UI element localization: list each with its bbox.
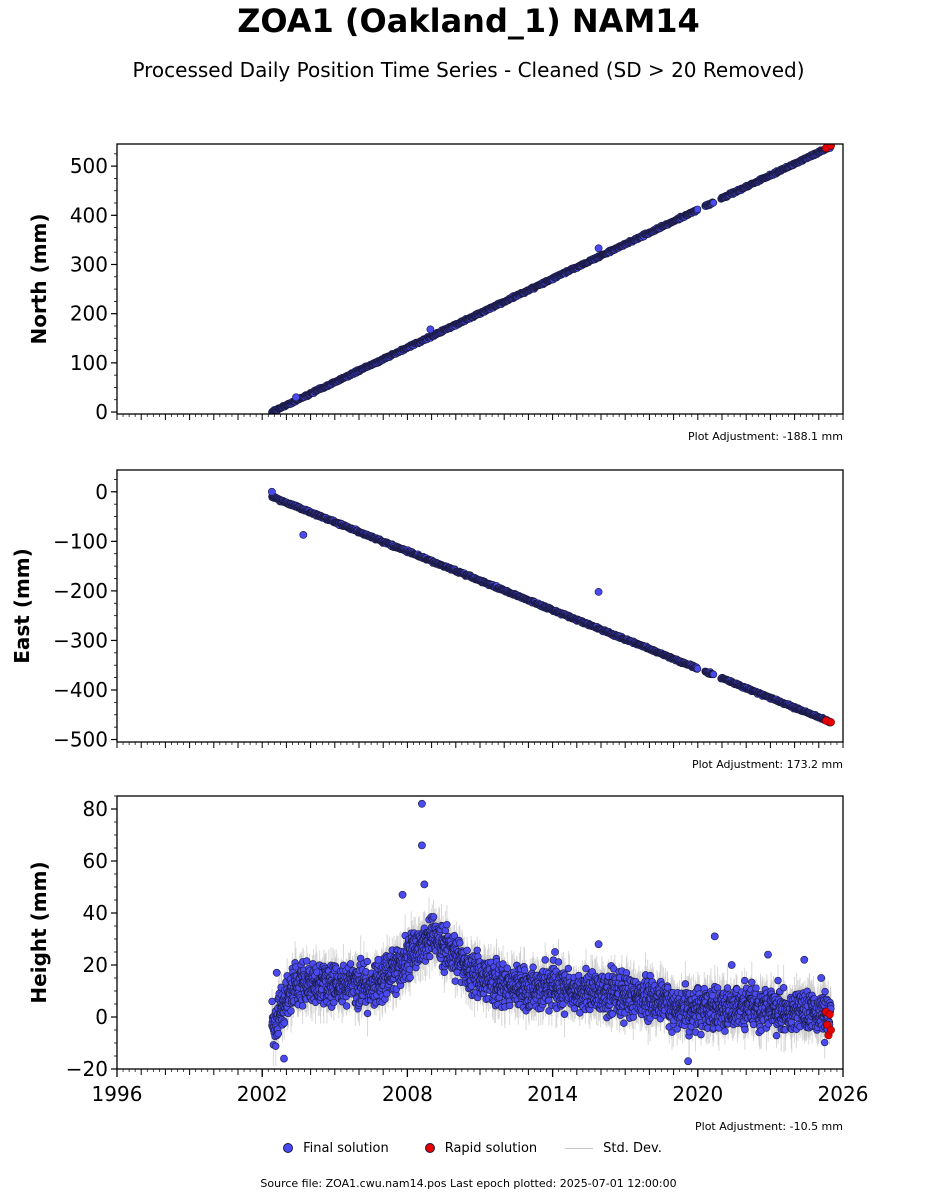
plot-adjustment-north: Plot Adjustment: -188.1 mm [688,430,843,443]
final-solution-point [292,393,300,402]
y-tick-label-north: 400 [70,203,108,227]
panel-north: 0 100 200 300 400 500 North (mm) Plot Adjustmen… [27,143,844,443]
rapid-solution-point [826,144,835,150]
chart-title: ZOA1 (Oakland_1) NAM14 [237,2,700,40]
y-tick-label-north: 500 [70,154,108,178]
axes-frame-north [116,143,844,415]
y-tick-label-north: 200 [70,302,108,326]
final-solution-point [594,244,603,253]
chart-subtitle: Processed Daily Position Time Series - C… [132,58,805,82]
final-solution-points-north [268,144,835,414]
y-tick-label-north: 300 [70,252,108,276]
y-tick-label-north: 100 [70,351,108,375]
final-solution-points-east [267,487,835,727]
final-solution-point [693,205,702,213]
plot-north [268,144,835,414]
plot-east [267,487,835,727]
y-tick-label-north: 0 [95,400,108,424]
final-solution-point [426,325,435,334]
rapid-solution-points-north [822,144,835,152]
final-solution-point [709,199,718,207]
y-axis-label-north: North (mm) [27,213,51,344]
